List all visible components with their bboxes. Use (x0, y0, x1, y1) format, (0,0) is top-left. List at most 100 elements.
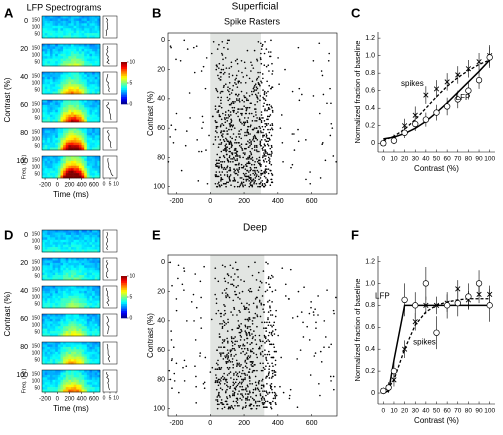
x-axis-label: Time (ms) (53, 190, 89, 199)
colorbar-cell (121, 74, 127, 77)
spike (270, 387, 272, 389)
spectrogram-cell (68, 160, 72, 164)
row-label: 80 (20, 344, 28, 351)
spectrogram-cell (44, 147, 48, 151)
spectrogram-cell (63, 359, 67, 362)
spike (238, 108, 240, 110)
panel-letter: E (152, 227, 161, 242)
spectrogram-cell (57, 237, 61, 241)
spectrogram-cell (42, 173, 45, 176)
spectrogram-cell (73, 234, 77, 238)
spike (246, 333, 248, 335)
spike (194, 365, 196, 368)
spectrogram-cell (73, 158, 77, 162)
spectrogram-cell (81, 51, 85, 55)
spectrogram-cell (60, 72, 64, 75)
spectrogram-cell (81, 342, 85, 345)
spectrogram-cell (44, 387, 48, 390)
spectrogram-cell (71, 239, 74, 243)
power-profile (106, 73, 110, 93)
spectrogram-cell (89, 321, 93, 325)
spike (220, 315, 222, 318)
spike (237, 115, 239, 118)
spectrogram-cell (78, 81, 82, 85)
spectrogram-cell (65, 230, 69, 233)
spectrogram-cell (55, 175, 59, 179)
spectrogram-cell (55, 76, 59, 80)
power-profile (107, 157, 114, 177)
spike (216, 90, 219, 93)
spectrogram-cell (68, 244, 72, 248)
spectrogram-cell (49, 237, 53, 241)
spike (267, 324, 270, 327)
spike (274, 396, 277, 398)
spectrogram-cell (57, 349, 61, 353)
spectrogram-cell (86, 16, 90, 19)
spike (218, 143, 220, 146)
spectrogram-cell (81, 72, 85, 75)
spectrogram-cell (44, 379, 48, 383)
spectrogram-cell (60, 165, 64, 169)
spike (258, 301, 261, 303)
spike (301, 93, 303, 96)
spike (221, 388, 224, 391)
spectrogram-cell (47, 260, 51, 264)
spectrogram-cell (49, 344, 53, 348)
spectrogram-cell (55, 109, 59, 113)
freq-tick-label: 150 (32, 287, 41, 293)
spectrogram-cell (71, 35, 74, 39)
spectrogram-cell (55, 142, 59, 146)
spectrogram-cell (65, 293, 69, 297)
spectrogram-cell (81, 61, 85, 64)
spike (329, 87, 331, 90)
spike (223, 309, 226, 312)
spike (267, 277, 270, 280)
spectrogram-cell (71, 112, 74, 115)
x-tick-label: 400 (272, 420, 284, 427)
spike (241, 385, 244, 388)
spectrogram-cell (81, 389, 85, 393)
spike (263, 143, 266, 146)
spike (228, 394, 231, 397)
spectrogram-cell (63, 16, 67, 19)
spectrogram-cell (71, 333, 74, 337)
spectrogram-cell (73, 370, 77, 373)
spike (229, 166, 231, 169)
spectrogram-cell (84, 135, 88, 139)
spike (234, 163, 237, 166)
spike (237, 284, 239, 287)
spike (234, 343, 236, 346)
spectrogram-cell (78, 303, 82, 306)
spike (271, 146, 273, 148)
spectrogram-cell (71, 316, 74, 320)
spectrogram-cell (65, 384, 69, 388)
spike (263, 98, 266, 100)
spectrogram-cell (97, 260, 101, 264)
spectrogram-cell (81, 331, 85, 334)
spike (270, 343, 273, 346)
spectrogram-cell (60, 18, 64, 22)
spectrogram-cell (60, 361, 64, 365)
spike (232, 407, 235, 410)
spectrogram-cell (52, 91, 56, 95)
spike (235, 98, 238, 100)
spectrogram-cell (47, 102, 51, 106)
spectrogram-cell (52, 349, 56, 353)
spike (268, 331, 271, 334)
spectrogram-cell (78, 86, 82, 90)
spectrogram-cell (57, 173, 61, 176)
spectrogram-cell (73, 147, 77, 151)
spectrogram-cell (68, 275, 72, 278)
spectrogram-cell (65, 239, 69, 243)
spectrogram-cell (86, 145, 90, 148)
spectrogram-cell (44, 132, 48, 136)
spectrogram-cell (44, 295, 48, 299)
spike (251, 383, 254, 385)
spike (251, 333, 253, 335)
spectrogram-cell (73, 344, 77, 348)
spectrogram-cell (47, 326, 51, 329)
row-label: 40 (20, 288, 28, 295)
spike (171, 358, 173, 360)
spectrogram-cell (78, 359, 82, 362)
spike (215, 312, 218, 315)
